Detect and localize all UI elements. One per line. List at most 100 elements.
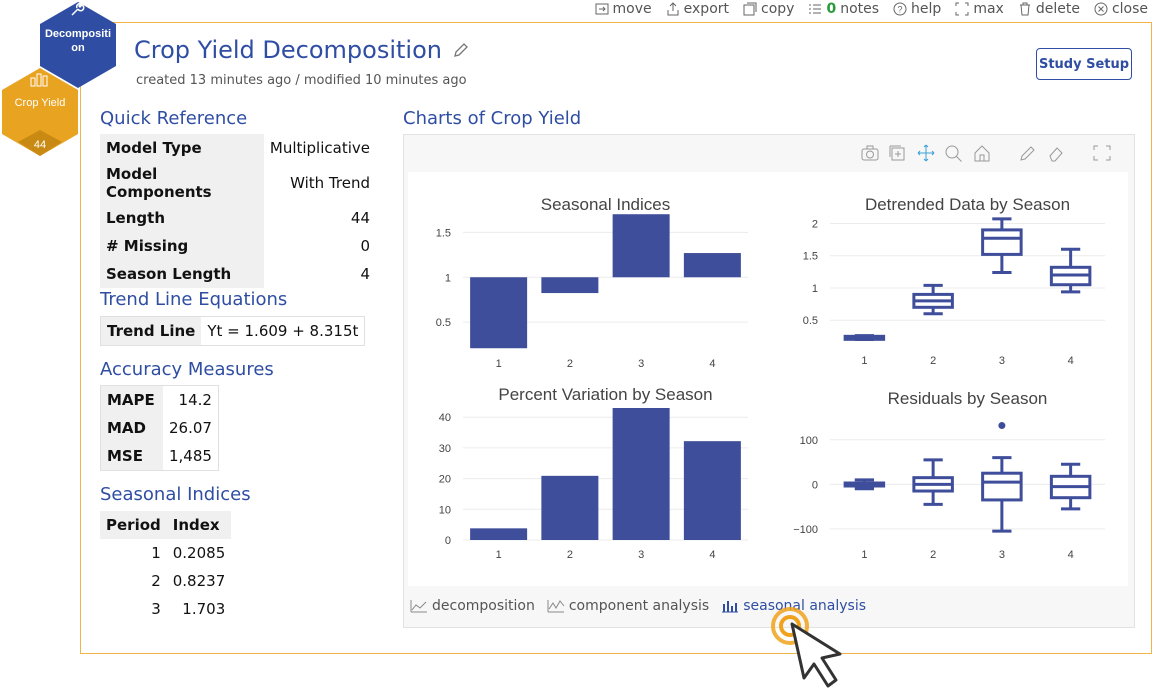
chart-modebar [860,144,1112,162]
notes-label: notes [840,1,880,17]
x-tick-label: 4 [1068,355,1074,367]
y-tick-label: 30 [439,443,451,455]
index-cell: 1.703 [182,600,226,618]
accuracy-heading: Accuracy Measures [100,359,274,380]
table-row: 1 0.2085 [100,539,231,567]
top-toolbar: move export copy 0 notes ? help max dele… [595,0,1154,18]
export-label: export [683,1,730,17]
y-tick-label: 0 [445,535,451,547]
max-label: max [973,1,1004,17]
y-tick-label: 0.5 [436,317,451,329]
table-row: MSE 1,485 [100,442,219,471]
x-tick-label: 3 [999,549,1005,561]
bar [612,408,670,540]
row-key: Model Type [100,134,264,162]
copy-icon [743,2,757,16]
box [981,471,1023,502]
move-button[interactable]: move [595,1,652,17]
add-chart-icon[interactable] [888,144,908,162]
table-row: Season Length 4 [100,260,376,288]
chart-title: Percent Variation by Season [498,385,712,404]
pan-icon[interactable] [916,144,936,162]
copy-label: copy [761,1,795,17]
delete-button[interactable]: delete [1018,1,1080,17]
period-cell: 1 [151,544,161,562]
line-chart-icon [547,600,565,613]
hex-decomposition-line1: Decompositi [45,28,111,40]
notes-count: 0 [826,1,837,17]
col-period[interactable]: Period [100,511,167,539]
row-value: Multiplicative [269,139,370,157]
x-tick-label: 3 [999,355,1005,367]
tab-decomposition[interactable]: decomposition [410,598,535,614]
tab-seasonal-analysis[interactable]: seasonal analysis [721,598,866,614]
index-cell: 0.2085 [172,544,226,562]
study-setup-button[interactable]: Study Setup [1036,48,1132,80]
mouse-cursor [771,607,842,688]
camera-icon[interactable] [860,144,880,162]
row-value: 44 [350,209,370,227]
move-icon [595,3,609,15]
row-value: 26.07 [169,419,212,437]
export-icon [667,2,679,16]
eraser-icon[interactable] [1046,144,1066,162]
delete-label: delete [1035,1,1080,17]
period-cell: 3 [151,600,161,618]
wrench-icon [71,2,85,16]
export-button[interactable]: export [666,1,729,17]
maximize-icon [955,2,969,16]
fullscreen-icon[interactable] [1092,144,1112,162]
page-meta: created 13 minutes ago / modified 10 min… [136,73,467,88]
y-tick-label: −100 [793,524,818,536]
bar-chart-icon [30,73,48,87]
y-tick-label: 0.5 [803,315,818,327]
box [981,228,1023,256]
y-tick-label: 20 [439,474,451,486]
trend-equation: Yt = 1.609 + 8.315t [207,322,359,340]
x-tick-label: 2 [567,358,573,370]
chart-title: Residuals by Season [888,389,1048,408]
x-tick-label: 4 [1068,549,1074,561]
col-index[interactable]: Index [166,511,232,539]
move-label: move [612,1,652,17]
table-row: MAPE 14.2 [100,385,219,414]
tab-component-analysis[interactable]: component analysis [547,598,709,614]
period-cell: 2 [151,572,161,590]
table-row: Model Components With Trend [100,162,376,204]
seasonal-indices-heading: Seasonal Indices [100,484,251,505]
tab-seasonal-label: seasonal analysis [743,598,867,614]
x-tick-label: 3 [638,549,644,561]
x-tick-label: 2 [930,549,936,561]
page-title-row: Crop Yield Decomposition [134,36,470,64]
zoom-icon[interactable] [944,144,964,162]
x-tick-label: 1 [496,549,502,561]
row-value: With Trend [290,174,370,192]
max-button[interactable]: max [955,1,1004,17]
copy-button[interactable]: copy [743,1,794,17]
notes-button[interactable]: 0 notes [808,1,879,17]
chart-title: Seasonal Indices [541,195,670,214]
decomposition-hex[interactable]: Decompositi on [36,0,120,90]
x-tick-label: 1 [496,358,502,370]
row-key: MSE [100,442,163,471]
close-button[interactable]: close [1094,1,1148,17]
table-row: MAD 26.07 [100,414,219,442]
x-tick-label: 1 [861,549,867,561]
pencil-icon[interactable] [452,41,470,59]
pencil-draw-icon[interactable] [1018,144,1038,162]
home-icon[interactable] [972,144,992,162]
tab-component-label: component analysis [568,598,710,614]
x-tick-label: 1 [861,355,867,367]
chart-title: Detrended Data by Season [865,195,1070,214]
crop-yield-hex[interactable]: Crop Yield 44 [0,66,80,158]
bar [541,475,599,540]
bar [683,441,741,540]
trash-icon [1019,2,1030,16]
row-key: MAD [100,414,163,442]
close-label: close [1111,1,1148,17]
bar [683,253,741,278]
x-tick-label: 4 [709,549,715,561]
trend-heading: Trend Line Equations [100,289,288,310]
y-tick-label: 100 [800,435,818,447]
help-button[interactable]: ? help [893,1,941,17]
